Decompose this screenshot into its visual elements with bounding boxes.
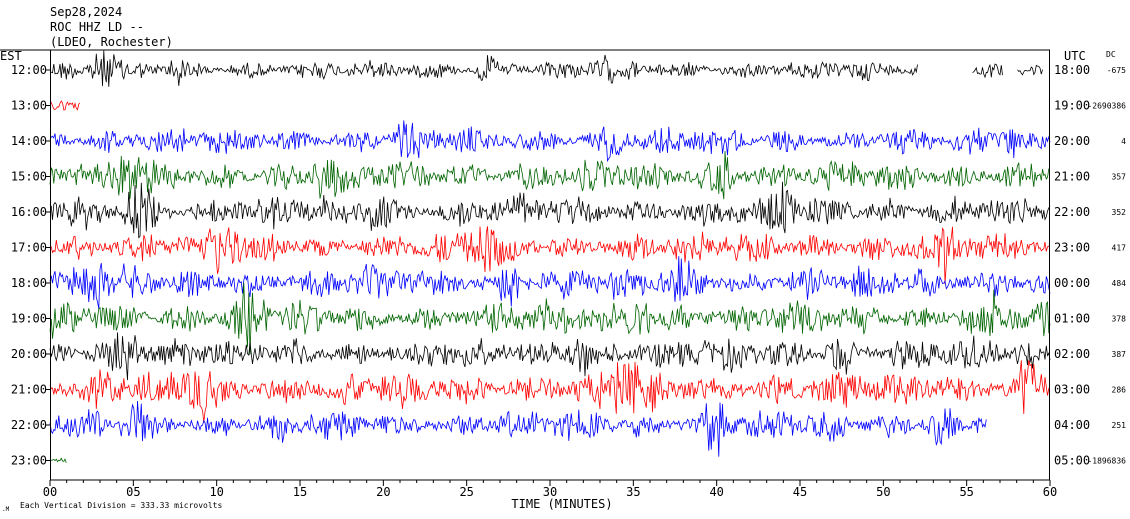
trace-1-segment-0 bbox=[49, 100, 81, 111]
label-layer: 00 05 10 15 20 25 30 35 40 45 50 55 60 12:00 18:00 -675… bbox=[11, 63, 1126, 499]
est-label-11: 23:00 bbox=[11, 454, 47, 468]
dc-value-0: -675 bbox=[1107, 66, 1126, 75]
utc-label-7: 01:00 bbox=[1054, 312, 1090, 326]
trace-2-segment-0 bbox=[49, 120, 1051, 163]
trace-7-segment-0 bbox=[49, 282, 1051, 355]
trace-3-segment-0 bbox=[49, 150, 1051, 200]
est-label-3: 15:00 bbox=[11, 170, 47, 184]
x-tick-label-30: 30 bbox=[543, 485, 557, 499]
trace-layer bbox=[49, 50, 1051, 463]
x-tick-label-50: 50 bbox=[876, 485, 890, 499]
dc-column-label: DC bbox=[1106, 50, 1116, 59]
utc-label-11: 05:00 bbox=[1054, 454, 1090, 468]
trace-8-segment-0 bbox=[49, 332, 1051, 381]
trace-10-segment-0 bbox=[49, 400, 987, 457]
dc-value-10: 251 bbox=[1112, 421, 1127, 430]
utc-label-3: 21:00 bbox=[1054, 170, 1090, 184]
x-tick-label-60: 60 bbox=[1043, 485, 1057, 499]
trace-5-segment-0 bbox=[49, 226, 1051, 285]
utc-label-9: 03:00 bbox=[1054, 383, 1090, 397]
dc-value-5: 417 bbox=[1112, 244, 1127, 253]
x-tick-label-15: 15 bbox=[293, 485, 307, 499]
est-label-6: 18:00 bbox=[11, 276, 47, 290]
x-tick-label-10: 10 bbox=[209, 485, 223, 499]
utc-label-2: 20:00 bbox=[1054, 134, 1090, 148]
trace-0-segment-2 bbox=[1017, 64, 1043, 76]
est-label-5: 17:00 bbox=[11, 241, 47, 255]
est-label-1: 13:00 bbox=[11, 99, 47, 113]
x-axis-title: TIME (MINUTES) bbox=[511, 497, 612, 511]
utc-label-10: 04:00 bbox=[1054, 418, 1090, 432]
dc-value-6: 484 bbox=[1112, 279, 1127, 288]
dc-value-11: -1896836 bbox=[1087, 457, 1126, 466]
est-label-4: 16:00 bbox=[11, 205, 47, 219]
dc-value-3: 357 bbox=[1112, 173, 1127, 182]
dc-value-1: -2690386 bbox=[1087, 102, 1126, 111]
x-tick-label-20: 20 bbox=[376, 485, 390, 499]
trace-0-segment-1 bbox=[972, 63, 1003, 79]
header-date: Sep28,2024 bbox=[50, 5, 122, 19]
x-tick-label-25: 25 bbox=[459, 485, 473, 499]
trace-4-segment-0 bbox=[49, 181, 1051, 239]
utc-label-1: 19:00 bbox=[1054, 99, 1090, 113]
est-label-10: 22:00 bbox=[11, 418, 47, 432]
x-tick-label-40: 40 bbox=[709, 485, 723, 499]
dc-value-2: 4 bbox=[1121, 137, 1126, 146]
est-label-9: 21:00 bbox=[11, 383, 47, 397]
x-tick-label-45: 45 bbox=[793, 485, 807, 499]
x-tick-label-35: 35 bbox=[626, 485, 640, 499]
header-network: (LDEO, Rochester) bbox=[50, 35, 173, 49]
trace-11-segment-0 bbox=[49, 457, 67, 463]
x-tick-label-00: 00 bbox=[43, 485, 57, 499]
trace-0-segment-0 bbox=[49, 50, 918, 87]
dc-value-4: 352 bbox=[1112, 208, 1127, 217]
dc-value-9: 286 bbox=[1112, 386, 1127, 395]
utc-axis-label: UTC bbox=[1064, 49, 1086, 63]
dc-value-7: 378 bbox=[1112, 315, 1127, 324]
corner-mark: .M bbox=[2, 506, 10, 513]
utc-label-4: 22:00 bbox=[1054, 205, 1090, 219]
est-axis-label: EST bbox=[0, 49, 22, 63]
utc-label-5: 23:00 bbox=[1054, 241, 1090, 255]
est-label-0: 12:00 bbox=[11, 63, 47, 77]
x-tick-label-55: 55 bbox=[959, 485, 973, 499]
utc-label-8: 02:00 bbox=[1054, 347, 1090, 361]
trace-6-segment-0 bbox=[49, 256, 1051, 309]
est-label-8: 20:00 bbox=[11, 347, 47, 361]
header-station: ROC HHZ LD -- bbox=[50, 20, 144, 34]
dc-value-8: 387 bbox=[1112, 350, 1127, 359]
utc-label-0: 18:00 bbox=[1054, 63, 1090, 77]
est-label-2: 14:00 bbox=[11, 134, 47, 148]
trace-9-segment-0 bbox=[49, 360, 1051, 423]
scale-note: Each Vertical Division = 333.33 microvol… bbox=[20, 501, 222, 510]
utc-label-6: 00:00 bbox=[1054, 276, 1090, 290]
x-tick-label-05: 05 bbox=[126, 485, 140, 499]
est-label-7: 19:00 bbox=[11, 312, 47, 326]
